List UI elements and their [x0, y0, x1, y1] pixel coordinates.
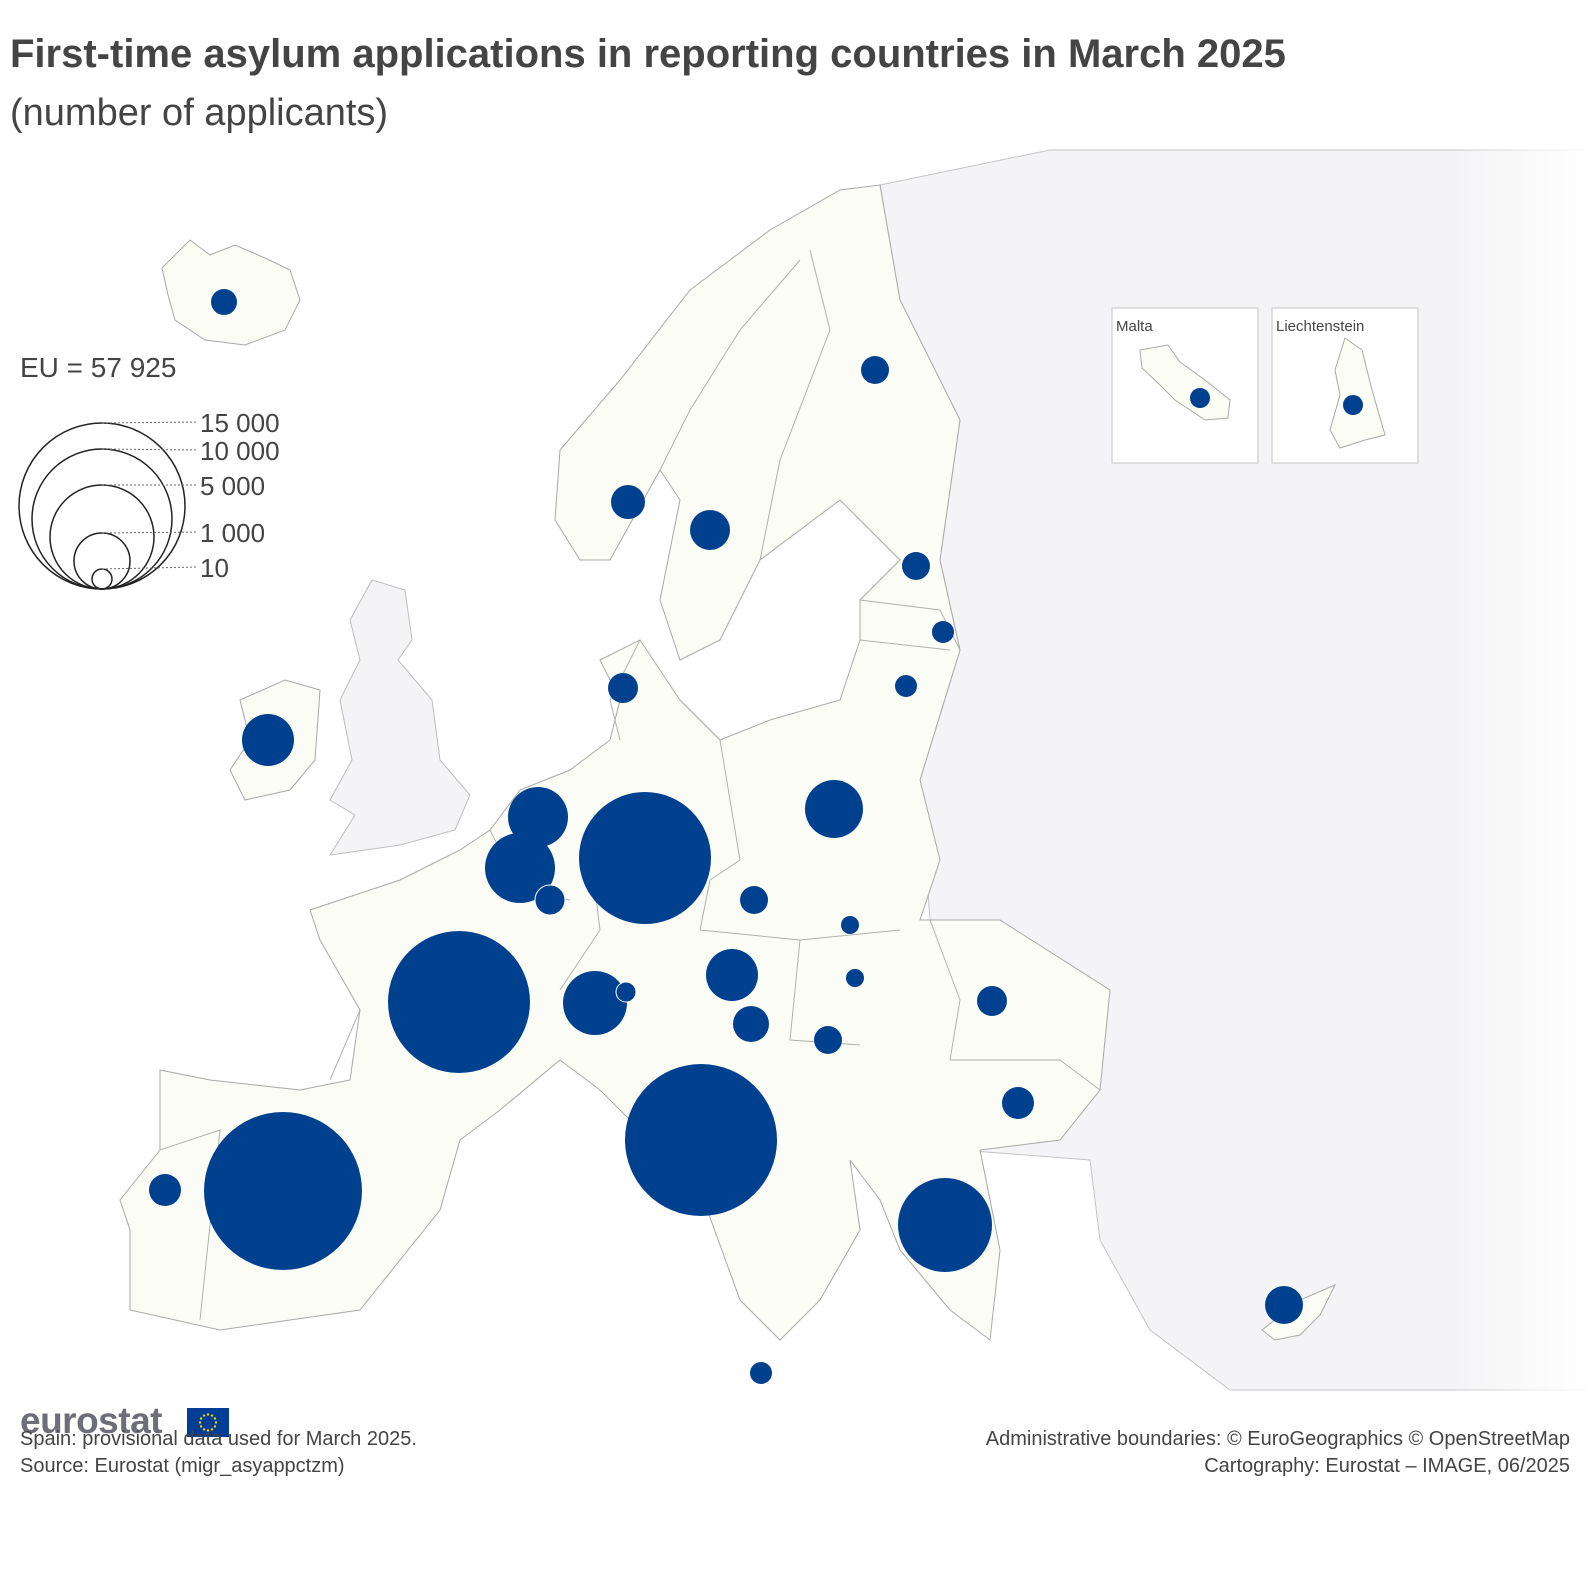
bubble-ireland	[242, 714, 294, 766]
legend-leader-0	[101, 421, 199, 424]
legend-label-5000: 5 000	[200, 471, 266, 501]
bubble-liechtenstein-mainland	[615, 981, 637, 1003]
flag-star	[198, 1421, 202, 1424]
flag-star	[213, 1417, 217, 1420]
bubble-luxembourg	[534, 884, 566, 916]
bubble-slovakia	[841, 916, 859, 934]
bubble-switzerland	[563, 971, 627, 1035]
flag-star	[214, 1421, 218, 1424]
flag-star	[206, 1429, 210, 1432]
flag-star	[210, 1414, 214, 1417]
bubble-germany	[579, 792, 711, 924]
bubble-romania	[977, 986, 1007, 1016]
bubble-norway	[611, 485, 645, 519]
flag-star	[202, 1428, 206, 1431]
legend-leader-4	[101, 566, 199, 570]
bubble-greece	[898, 1178, 992, 1272]
bubble-slovenia	[733, 1006, 769, 1042]
bubbles	[149, 289, 1363, 1384]
land-great-britain	[329, 579, 471, 856]
legend-label-15000: 15 000	[200, 408, 280, 438]
bubble-liechtenstein-inset	[1343, 395, 1363, 415]
legend-leader-1	[101, 448, 199, 451]
bubble-bulgaria	[1002, 1087, 1034, 1119]
flag-star	[199, 1425, 203, 1428]
bubble-cyprus	[1265, 1286, 1303, 1324]
bubble-austria	[706, 949, 758, 1001]
europe-map	[18, 140, 1594, 1400]
bubble-netherlands	[508, 787, 568, 847]
inset-label-liechtenstein: Liechtenstein	[1276, 318, 1365, 335]
eu-total: EU = 57 925	[20, 352, 177, 383]
bubble-czechia	[740, 886, 768, 914]
bubble-estonia	[902, 552, 930, 580]
bubble-poland	[805, 780, 863, 838]
bubble-belgium	[485, 833, 555, 903]
legend-circle-0	[18, 422, 186, 590]
bubble-sweden	[690, 510, 730, 550]
map-title: First-time asylum applications in report…	[10, 32, 1286, 76]
legend-label-10: 10	[200, 553, 229, 583]
legend-label-1000: 1 000	[200, 518, 266, 548]
bubble-malta-mainland	[750, 1362, 772, 1384]
inset-land-liechtenstein	[1329, 337, 1386, 449]
eu-flag-icon	[187, 1408, 229, 1437]
map-subtitle: (number of applicants)	[10, 92, 389, 134]
legend-circle-2	[49, 484, 155, 590]
legend-circle-4	[91, 568, 113, 590]
footnote-provisional: Spain: provisional data used for March 2…	[20, 1428, 417, 1450]
flag-star	[210, 1428, 214, 1431]
bubble-malta-inset	[1190, 388, 1210, 408]
bubble-latvia	[932, 621, 954, 643]
legend-label-10000: 10 000	[200, 436, 280, 466]
flag-star	[199, 1417, 203, 1420]
bubble-lithuania	[895, 675, 917, 697]
flag-star	[206, 1413, 210, 1416]
bubble-croatia	[814, 1026, 842, 1054]
bubble-iceland	[211, 289, 237, 315]
legend-leader-3	[101, 531, 199, 534]
bubble-portugal	[149, 1174, 181, 1206]
footnote-cartography: Cartography: Eurostat – IMAGE, 06/2025	[1204, 1455, 1570, 1477]
flag-star	[213, 1425, 217, 1428]
eurostat-logo: eurostat	[20, 1400, 162, 1441]
bubble-france	[388, 931, 530, 1073]
footnote-source: Source: Eurostat (migr_asyappctzm)	[20, 1455, 345, 1477]
bubble-denmark	[608, 673, 638, 703]
inset-label-malta: Malta	[1116, 318, 1153, 335]
flag-star	[202, 1414, 206, 1417]
map-fade	[1450, 140, 1594, 1400]
bubble-italy	[625, 1064, 777, 1216]
land-reporting	[119, 184, 1111, 1341]
bubble-spain	[204, 1112, 362, 1270]
legend-circle-3	[73, 532, 131, 590]
legend-circles	[18, 421, 199, 590]
footnote-boundaries: Administrative boundaries: © EuroGeograp…	[985, 1428, 1570, 1450]
bubble-hungary	[846, 969, 864, 987]
country-borders	[159, 249, 1101, 1321]
bubble-finland	[861, 356, 889, 384]
